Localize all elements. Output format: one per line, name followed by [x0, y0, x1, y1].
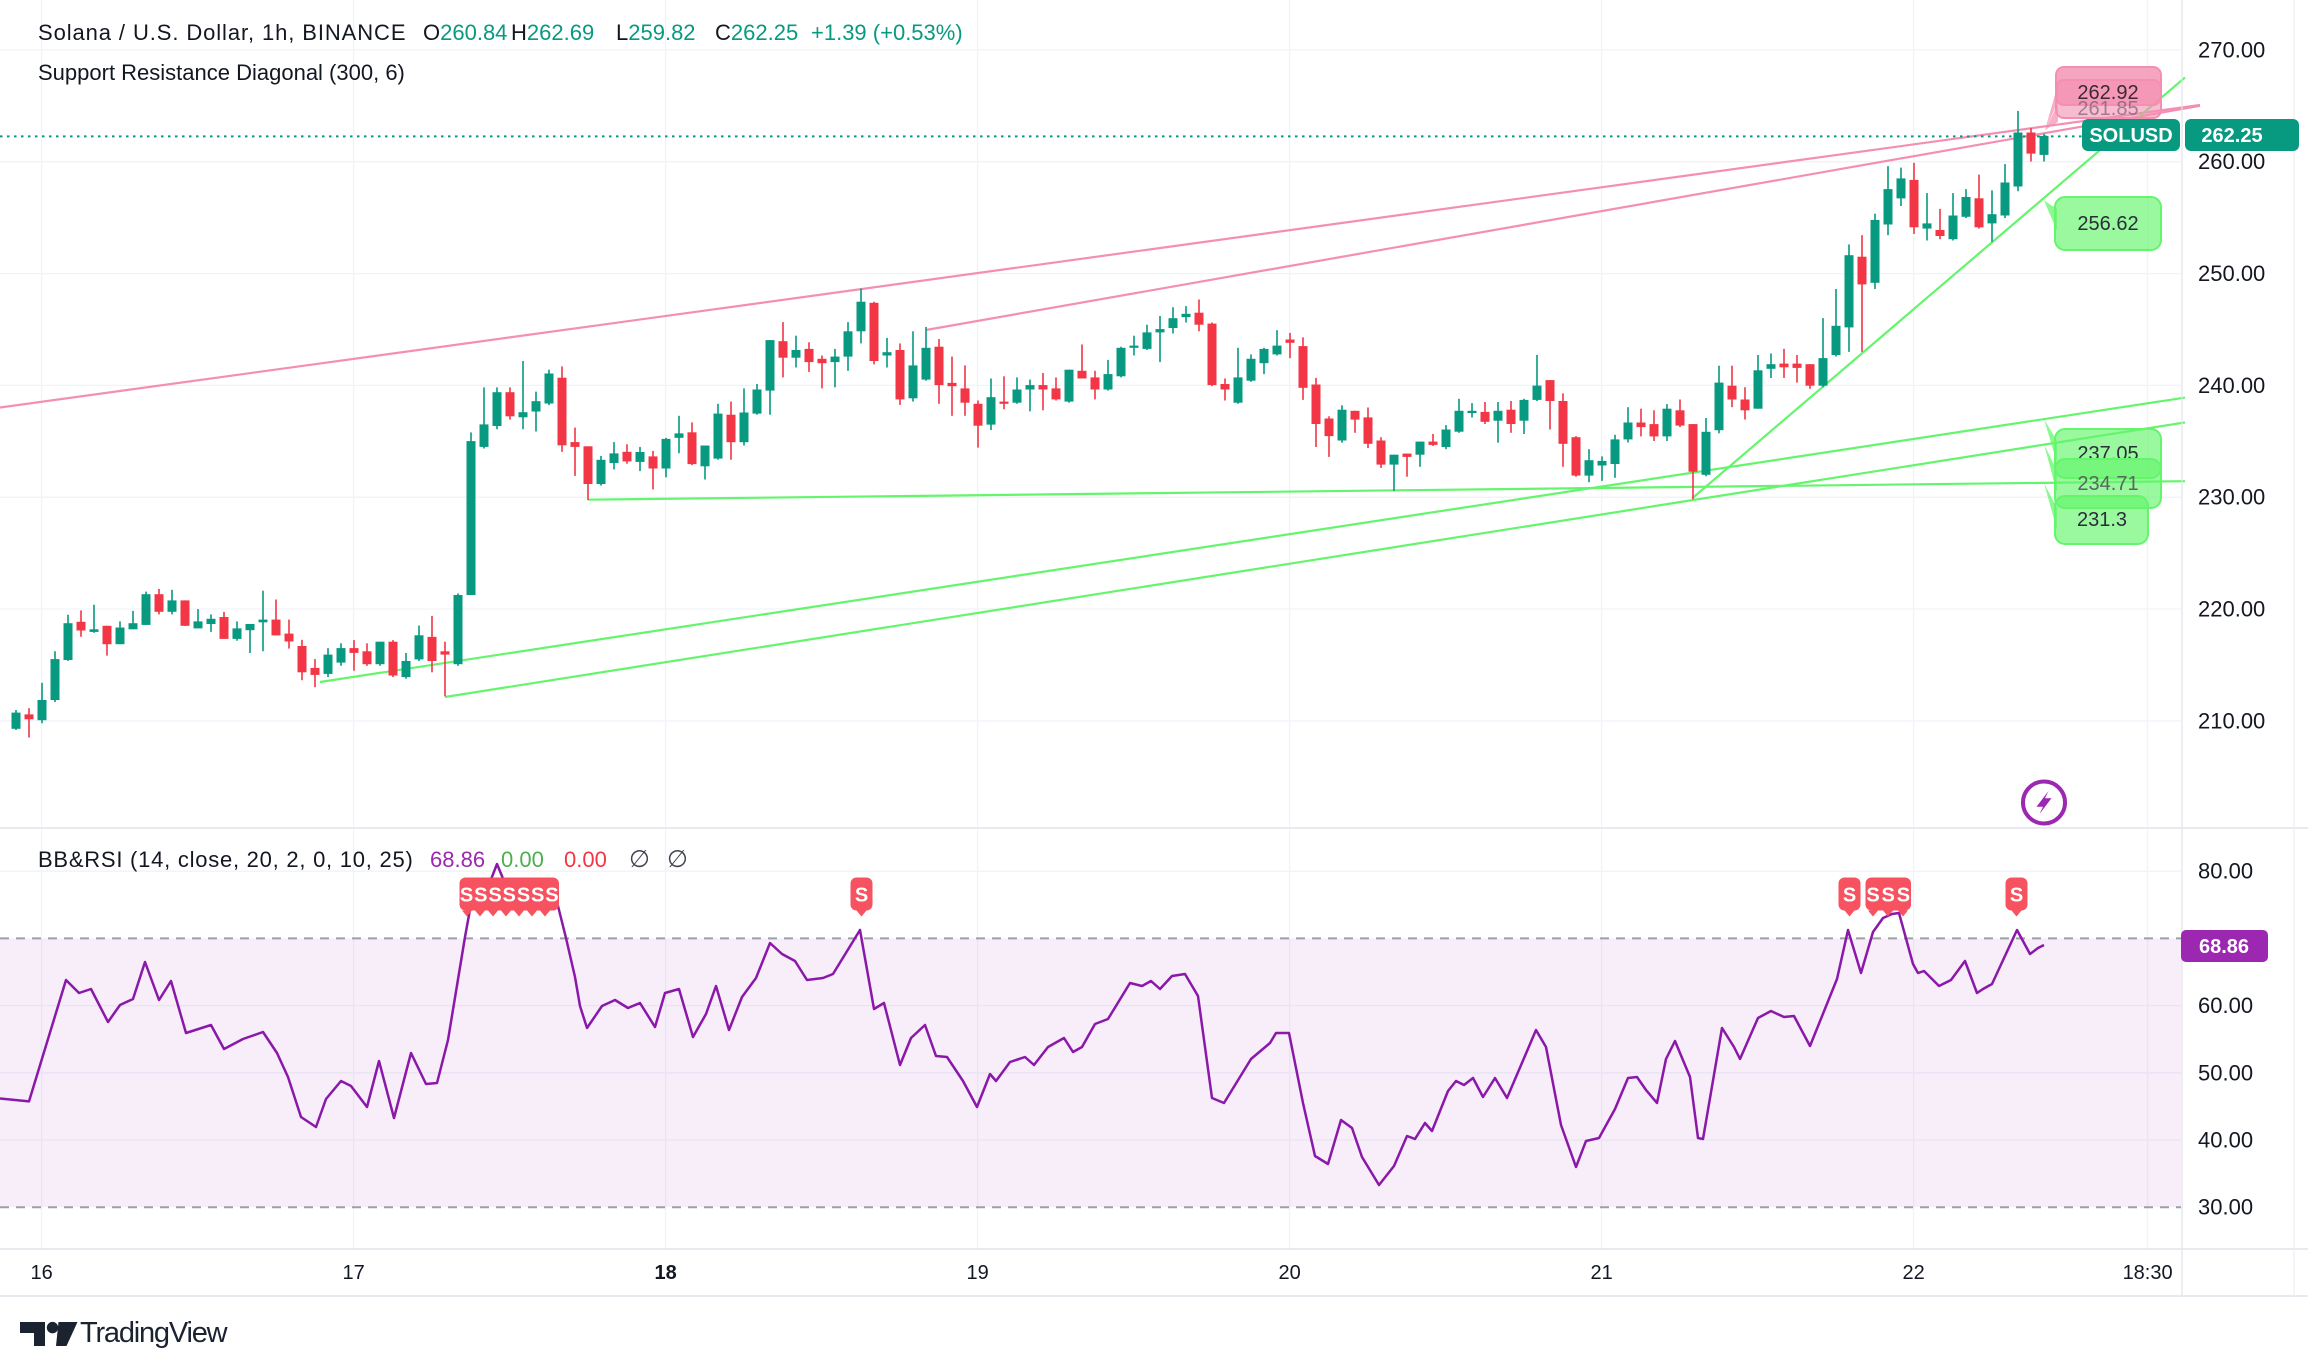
svg-text:SOLUSD: SOLUSD	[2089, 125, 2172, 147]
svg-text:22: 22	[1902, 1262, 1924, 1284]
svg-text:250.00: 250.00	[2198, 261, 2265, 286]
svg-text:16: 16	[30, 1262, 52, 1284]
svg-text:68.86: 68.86	[2199, 936, 2249, 958]
svg-text:230.00: 230.00	[2198, 485, 2265, 510]
svg-text:S: S	[545, 885, 558, 907]
svg-text:S: S	[855, 885, 868, 907]
svg-text:S: S	[474, 885, 487, 907]
svg-text:256.62: 256.62	[2077, 213, 2138, 235]
svg-text:262.25: 262.25	[2201, 125, 2262, 147]
svg-text:∅: ∅	[629, 846, 650, 873]
svg-text:18: 18	[654, 1262, 676, 1284]
svg-text:30.00: 30.00	[2198, 1195, 2253, 1220]
svg-text:20: 20	[1278, 1262, 1300, 1284]
svg-text:+1.39 (+0.53%): +1.39 (+0.53%)	[811, 20, 963, 45]
svg-text:O260.84: O260.84	[423, 20, 507, 45]
svg-text:S: S	[2010, 885, 2023, 907]
svg-text:S: S	[503, 885, 516, 907]
svg-text:0.00: 0.00	[564, 847, 607, 872]
svg-text:270.00: 270.00	[2198, 37, 2265, 62]
svg-text:40.00: 40.00	[2198, 1128, 2253, 1153]
svg-text:261.85: 261.85	[2077, 98, 2138, 120]
svg-text:262.92: 262.92	[2077, 82, 2138, 104]
svg-text:234.71: 234.71	[2077, 473, 2138, 495]
svg-text:S: S	[1843, 885, 1856, 907]
svg-text:S: S	[531, 885, 544, 907]
svg-text:L259.82: L259.82	[616, 20, 696, 45]
svg-text:260.00: 260.00	[2198, 149, 2265, 174]
svg-text:18:30: 18:30	[2123, 1262, 2173, 1284]
svg-text:220.00: 220.00	[2198, 597, 2265, 622]
svg-text:50.00: 50.00	[2198, 1060, 2253, 1085]
svg-text:BB&RSI (14, close, 20, 2, 0, 1: BB&RSI (14, close, 20, 2, 0, 10, 25)	[38, 847, 414, 872]
svg-text:∅: ∅	[667, 846, 688, 873]
svg-text:21: 21	[1590, 1262, 1612, 1284]
svg-text:17: 17	[342, 1262, 364, 1284]
svg-text:Solana / U.S. Dollar, 1h, BINA: Solana / U.S. Dollar, 1h, BINANCE	[38, 20, 406, 45]
svg-text:H262.69: H262.69	[511, 20, 594, 45]
svg-text:240.00: 240.00	[2198, 373, 2265, 398]
svg-text:S: S	[1866, 885, 1879, 907]
svg-text:0.00: 0.00	[501, 847, 544, 872]
svg-text:S: S	[1897, 885, 1910, 907]
svg-text:C262.25: C262.25	[715, 20, 798, 45]
svg-text:Support Resistance Diagonal (3: Support Resistance Diagonal (300, 6)	[38, 60, 405, 85]
svg-text:210.00: 210.00	[2198, 708, 2265, 733]
svg-text:S: S	[460, 885, 473, 907]
svg-text:60.00: 60.00	[2198, 993, 2253, 1018]
svg-text:TradingView: TradingView	[80, 1317, 229, 1349]
svg-text:S: S	[1882, 885, 1895, 907]
svg-text:68.86: 68.86	[430, 847, 485, 872]
svg-text:S: S	[517, 885, 530, 907]
svg-text:19: 19	[966, 1262, 988, 1284]
svg-text:80.00: 80.00	[2198, 859, 2253, 884]
svg-text:S: S	[488, 885, 501, 907]
svg-text:231.3: 231.3	[2077, 509, 2127, 531]
